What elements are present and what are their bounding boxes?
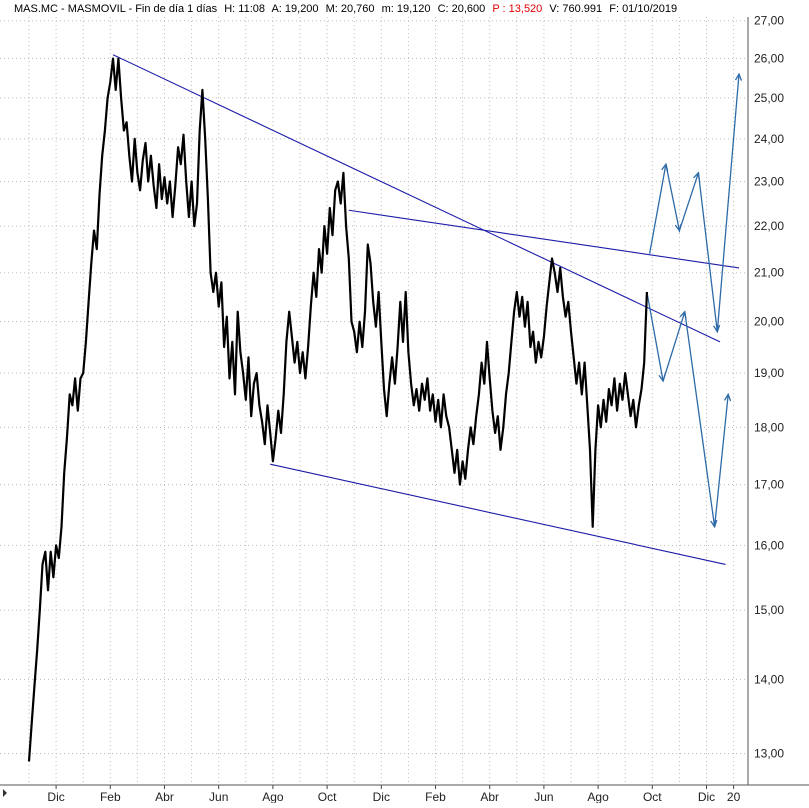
x-tick-label: Dic xyxy=(698,790,715,803)
axes: 13,00 14,00 15,00 16,00 17,00 18,00 19,00 20,00… xyxy=(0,14,809,804)
price-series-group xyxy=(27,57,648,762)
y-tick-label: 14,00 xyxy=(754,672,784,686)
projection-arrowhead xyxy=(713,324,721,334)
y-tick-label: 13,00 xyxy=(754,747,784,761)
header-close: C: 20,600 xyxy=(438,3,486,15)
y-tick-label: 24,00 xyxy=(754,132,784,146)
x-tick-label: Feb xyxy=(425,790,446,803)
y-tick-label: 15,00 xyxy=(754,603,784,617)
header-date: F: 01/10/2019 xyxy=(609,3,677,15)
header-per: P : 13,520 xyxy=(492,3,542,15)
projection-arrowhead xyxy=(674,223,682,233)
trendline xyxy=(348,209,740,269)
projection-line xyxy=(648,74,740,332)
trendline xyxy=(112,54,721,343)
x-tick-label: Dic xyxy=(47,790,64,803)
y-tick-label: 26,00 xyxy=(754,52,784,66)
y-tick-label: 17,00 xyxy=(754,478,784,492)
y-tick-label: 25,00 xyxy=(754,91,784,105)
scroll-left-marker xyxy=(3,789,7,797)
header-low: m: 19,120 xyxy=(382,3,431,15)
x-tick-label: Ago xyxy=(262,790,284,803)
header-open: A: 19,200 xyxy=(271,3,318,15)
y-tick-label: 23,00 xyxy=(754,175,784,189)
trendlines xyxy=(112,54,740,565)
x-tick-label: Jun xyxy=(209,790,228,803)
projection-arrowhead xyxy=(679,310,687,319)
projection-arrowhead xyxy=(661,162,669,172)
x-tick-label: Abr xyxy=(480,790,499,803)
projection-arrowhead xyxy=(734,72,743,81)
projection-arrowhead xyxy=(710,519,718,529)
x-tick-label: Abr xyxy=(155,790,174,803)
header-hour: H: 11:08 xyxy=(224,3,265,15)
y-tick-label: 18,00 xyxy=(754,420,784,434)
projection-arrowhead xyxy=(723,392,732,402)
header-volume: V: 760.991 xyxy=(549,3,602,15)
y-tick-label: 27,00 xyxy=(754,14,784,28)
x-tick-label: Jun xyxy=(534,790,553,803)
x-tick-label: Ago xyxy=(587,790,609,803)
trendline xyxy=(270,463,726,565)
projection-arrows xyxy=(646,72,743,529)
header-high: M: 20,760 xyxy=(326,3,375,15)
x-tick-label: Dic xyxy=(373,790,390,803)
x-tick-label: 20 xyxy=(727,790,741,803)
header-info: MAS.MC - MASMOVIL - Fin de día 1 días H:… xyxy=(14,3,677,15)
projection-arrowhead xyxy=(693,171,700,180)
y-tick-label: 19,00 xyxy=(754,366,784,380)
grid xyxy=(0,17,748,785)
x-tick-label: Oct xyxy=(318,790,337,803)
price-series-line xyxy=(27,57,648,762)
projection-arrowhead xyxy=(658,374,666,383)
x-tick-label: Oct xyxy=(643,790,662,803)
y-tick-label: 20,00 xyxy=(754,315,784,329)
x-tick-label: Feb xyxy=(100,790,121,803)
y-tick-label: 21,00 xyxy=(754,266,784,280)
y-tick-label: 22,00 xyxy=(754,219,784,233)
header-ticker: MAS.MC - MASMOVIL - Fin de día 1 días xyxy=(14,3,218,15)
y-tick-label: 16,00 xyxy=(754,538,784,552)
